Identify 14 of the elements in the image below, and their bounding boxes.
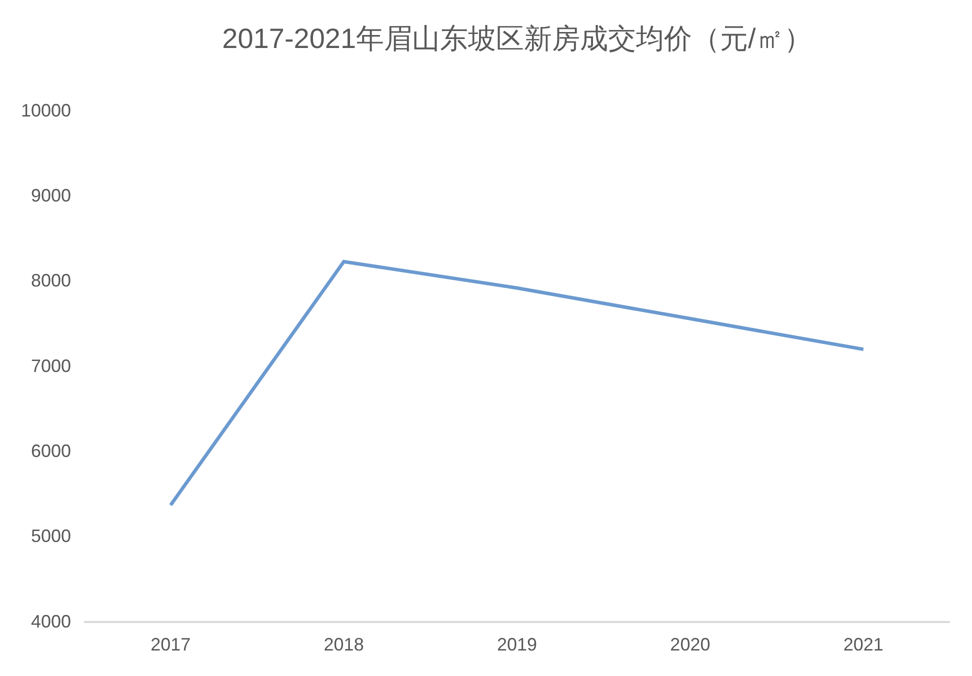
y-tick-label: 8000 [30, 270, 71, 291]
y-tick-label: 7000 [30, 356, 71, 376]
x-tick-label: 2017 [150, 634, 191, 654]
y-tick-label: 6000 [30, 440, 71, 461]
x-tick-label: 2021 [843, 634, 884, 654]
line-series [168, 260, 866, 507]
y-tick-label: 4000 [30, 611, 71, 632]
chart-title: 2017-2021年眉山东坡区新房成交均价（元/㎡） [222, 22, 812, 54]
y-tick-label: 10000 [20, 100, 71, 120]
y-tick-label: 5000 [30, 526, 71, 546]
x-tick-label: 2019 [496, 634, 538, 654]
x-tick-label: 2018 [324, 634, 364, 654]
y-tick-label: 9000 [30, 185, 71, 206]
x-tick-label: 2020 [670, 634, 710, 654]
